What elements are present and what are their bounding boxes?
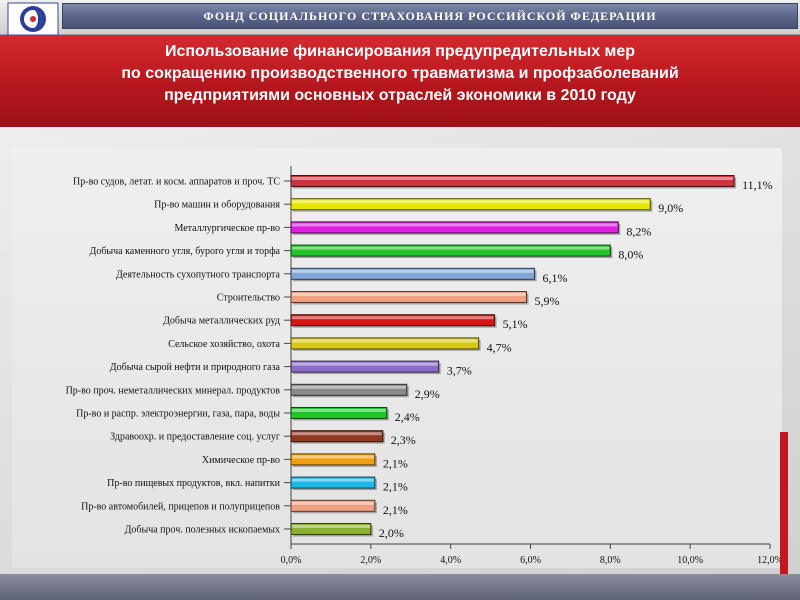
x-tick-label: 0,0% xyxy=(281,555,302,566)
bar xyxy=(290,244,611,257)
bar-highlight xyxy=(292,385,406,389)
fund-logo xyxy=(7,2,59,36)
category-label: Добыча сырой нефти и природного газа xyxy=(110,362,281,373)
bar xyxy=(290,499,376,512)
bar-highlight xyxy=(292,478,374,482)
value-label: 2,0% xyxy=(379,526,404,540)
category-label: Строительство xyxy=(217,293,280,304)
bar-highlight xyxy=(292,177,734,180)
category-label: Пр-во машин и оборудования xyxy=(154,200,280,211)
title-line-3: предприятиями основных отраслей экономик… xyxy=(164,87,636,104)
category-label: Здравоохр. и предоставление соц. услуг xyxy=(110,432,280,443)
value-label: 2,3% xyxy=(391,433,416,447)
value-label: 4,7% xyxy=(487,340,512,354)
category-label: Добыча металлических руд xyxy=(163,316,280,327)
org-name: ФОНД СОЦИАЛЬНОГО СТРАХОВАНИЯ РОССИЙСКОЙ … xyxy=(203,9,657,23)
x-tick-label: 12,0% xyxy=(757,555,783,566)
category-label: Пр-во автомобилей, прицепов и полуприцеп… xyxy=(81,501,280,512)
bar-highlight xyxy=(292,339,478,343)
x-tick-label: 10,0% xyxy=(677,555,703,566)
bar xyxy=(290,314,496,327)
bar xyxy=(290,221,619,234)
bar xyxy=(290,175,735,187)
value-label: 5,1% xyxy=(503,317,528,331)
title-line-2: по сокращению производственного травмати… xyxy=(121,65,679,82)
bar xyxy=(290,337,480,350)
title-line-1: Использование финансирования предупредит… xyxy=(164,43,636,60)
bar xyxy=(290,430,384,443)
x-tick-label: 2,0% xyxy=(360,555,381,566)
bar-highlight xyxy=(292,362,438,366)
value-label: 9,0% xyxy=(658,201,683,215)
value-label: 8,2% xyxy=(626,224,651,238)
bar-highlight xyxy=(292,246,610,250)
bottom-strip xyxy=(0,574,800,600)
bar xyxy=(290,267,535,280)
bar xyxy=(290,198,651,211)
value-label: 2,1% xyxy=(383,456,408,470)
x-tick-label: 8,0% xyxy=(600,555,621,566)
bar xyxy=(290,523,372,535)
value-label: 2,1% xyxy=(383,503,408,517)
org-bar: ФОНД СОЦИАЛЬНОГО СТРАХОВАНИЯ РОССИЙСКОЙ … xyxy=(62,3,798,29)
category-label: Металлургическое пр-во xyxy=(174,223,280,234)
chart-panel xyxy=(12,148,782,568)
bar-highlight xyxy=(292,432,382,436)
bar-highlight xyxy=(292,293,526,296)
bar-highlight xyxy=(292,525,370,528)
bar xyxy=(290,407,388,419)
category-label: Химическое пр-во xyxy=(202,455,280,466)
category-label: Деятельность сухопутного транспорта xyxy=(116,269,281,280)
bar xyxy=(290,476,376,489)
value-label: 11,1% xyxy=(742,178,773,192)
value-label: 2,9% xyxy=(415,387,440,401)
value-label: 2,1% xyxy=(383,480,408,494)
decorative-stripe xyxy=(780,432,788,592)
category-label: Пр-во и распр. электроэнергии, газа, пар… xyxy=(76,409,280,420)
category-label: Пр-во проч. неметаллических минерал. про… xyxy=(66,385,281,396)
bar-highlight xyxy=(292,200,650,204)
bar-highlight xyxy=(292,455,374,459)
bar xyxy=(290,291,528,303)
value-label: 6,1% xyxy=(542,271,567,285)
bar-highlight xyxy=(292,501,374,505)
bar xyxy=(290,453,376,466)
category-label: Пр-во пищевых продуктов, вкл. напитки xyxy=(107,478,280,489)
bar xyxy=(290,360,440,373)
category-label: Добыча каменного угля, бурого угля и тор… xyxy=(90,246,281,257)
bar xyxy=(290,383,408,396)
value-label: 8,0% xyxy=(618,248,643,262)
value-label: 5,9% xyxy=(535,294,560,308)
category-label: Пр-во судов, летат. и косм. аппаратов и … xyxy=(73,177,280,188)
top-strip: ФОНД СОЦИАЛЬНОГО СТРАХОВАНИЯ РОССИЙСКОЙ … xyxy=(0,0,800,36)
bar-highlight xyxy=(292,316,494,320)
bar-highlight xyxy=(292,409,386,412)
bar-highlight xyxy=(292,223,618,227)
category-label: Добыча проч. полезных ископаемых xyxy=(125,525,280,536)
value-label: 2,4% xyxy=(395,410,420,424)
bar-highlight xyxy=(292,269,534,273)
title-band: Использование финансирования предупредит… xyxy=(0,35,800,127)
x-tick-label: 4,0% xyxy=(440,555,461,566)
category-label: Сельское хозяйство, охота xyxy=(168,339,280,350)
x-tick-label: 6,0% xyxy=(520,555,541,566)
value-label: 3,7% xyxy=(447,364,472,378)
